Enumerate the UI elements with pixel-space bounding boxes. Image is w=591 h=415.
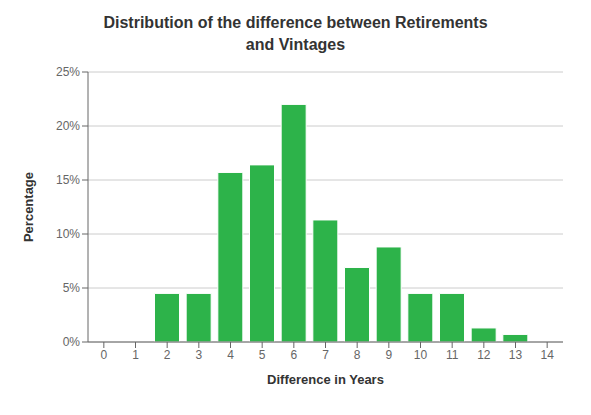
svg-text:5: 5	[259, 348, 266, 362]
svg-text:Percentage: Percentage	[21, 172, 36, 242]
svg-text:8: 8	[354, 348, 361, 362]
svg-text:1: 1	[132, 348, 139, 362]
svg-text:7: 7	[322, 348, 329, 362]
svg-text:5%: 5%	[63, 281, 81, 295]
svg-text:25%: 25%	[56, 65, 80, 79]
svg-text:3: 3	[195, 348, 202, 362]
svg-text:20%: 20%	[56, 119, 80, 133]
svg-text:9: 9	[385, 348, 392, 362]
svg-text:10%: 10%	[56, 227, 80, 241]
svg-text:12: 12	[477, 348, 491, 362]
svg-text:0: 0	[100, 348, 107, 362]
svg-text:4: 4	[227, 348, 234, 362]
svg-text:10: 10	[414, 348, 428, 362]
svg-text:15%: 15%	[56, 173, 80, 187]
svg-text:Difference in Years: Difference in Years	[267, 372, 384, 387]
svg-text:0%: 0%	[63, 335, 81, 349]
svg-text:2: 2	[164, 348, 171, 362]
svg-text:13: 13	[509, 348, 523, 362]
html-text:Distribution of the difference: Distribution of the difference between R…	[103, 14, 488, 53]
svg-text:14: 14	[540, 348, 554, 362]
svg-text:11: 11	[446, 348, 459, 362]
svg-text:6: 6	[290, 348, 297, 362]
